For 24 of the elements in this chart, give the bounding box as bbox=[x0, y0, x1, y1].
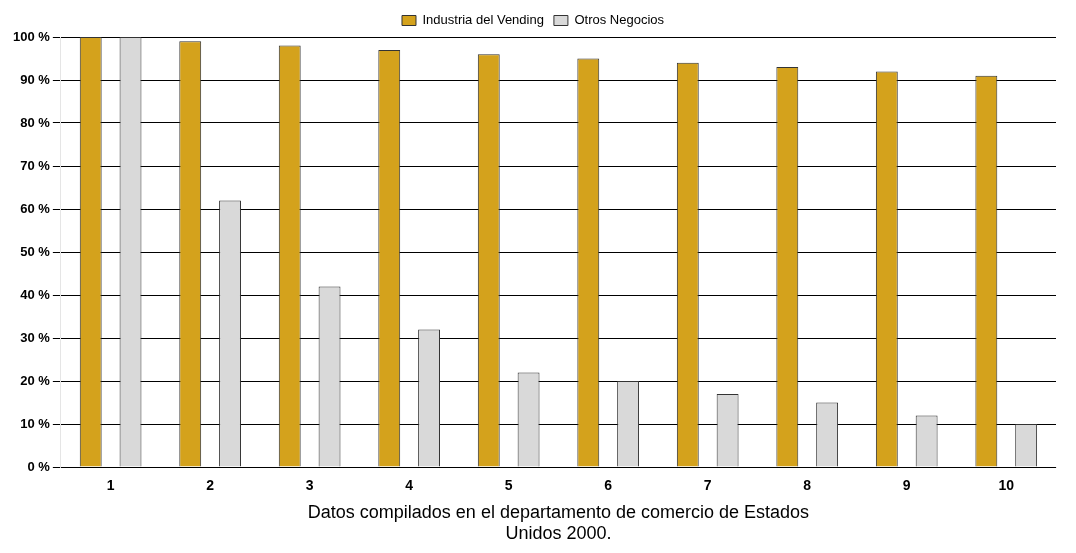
x-tick-label: 5 bbox=[504, 477, 513, 494]
x-tick-label: 3 bbox=[305, 477, 314, 494]
x-tick-label: 7 bbox=[703, 477, 712, 494]
x-axis-title: Datos compilados en el departamento de comercio de Estados Unidos 2000. bbox=[307, 501, 810, 544]
legend-label: Otros Negocios bbox=[574, 12, 665, 28]
y-tick-label: 100 % bbox=[12, 28, 51, 44]
y-tick-label: 40 % bbox=[20, 286, 51, 302]
x-tick-label: 1 bbox=[106, 477, 115, 494]
y-tick-label: 80 % bbox=[20, 114, 51, 130]
y-tick-label: 30 % bbox=[20, 329, 51, 345]
legend-label: Industria del Vending bbox=[422, 12, 544, 28]
x-tick-label: 8 bbox=[803, 477, 812, 494]
x-tick-label: 2 bbox=[206, 477, 215, 494]
x-tick-label: 4 bbox=[405, 477, 414, 494]
y-tick-label: 60 % bbox=[20, 200, 51, 216]
x-tick-label: 6 bbox=[604, 477, 613, 494]
y-tick-label: 70 % bbox=[20, 157, 51, 173]
x-tick-label: 10 bbox=[998, 477, 1015, 494]
x-tick-label: 9 bbox=[902, 477, 911, 494]
y-tick-label: 0 % bbox=[27, 458, 51, 474]
y-tick-label: 20 % bbox=[20, 372, 51, 388]
y-tick-label: 90 % bbox=[20, 71, 51, 87]
y-tick-label: 50 % bbox=[20, 243, 51, 259]
y-tick-label: 10 % bbox=[20, 415, 51, 431]
